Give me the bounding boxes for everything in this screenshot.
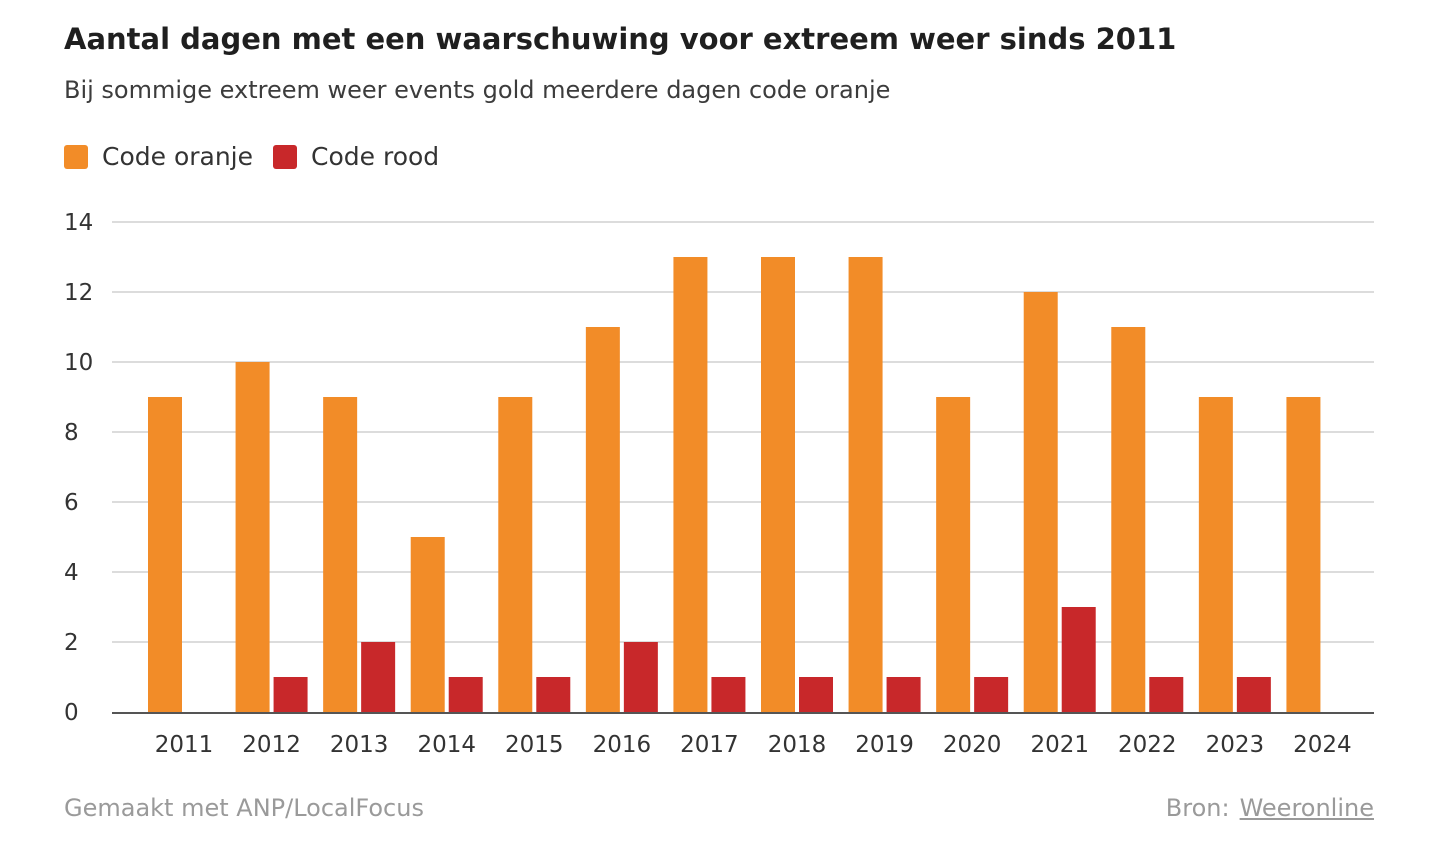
chart-subtitle: Bij sommige extreem weer events gold mee… <box>64 76 891 104</box>
footer-source: Bron: Weeronline <box>1166 794 1374 822</box>
bar-code-oranje-2024[interactable] <box>1286 397 1321 712</box>
y-tick-label: 0 <box>64 700 79 726</box>
bar-code-rood-2021[interactable] <box>1061 607 1096 712</box>
x-tick-label: 2014 <box>417 732 476 758</box>
bar-code-rood-2014[interactable] <box>448 677 483 712</box>
bar-code-oranje-2019[interactable] <box>848 257 883 712</box>
bar-code-rood-2022[interactable] <box>1149 677 1184 712</box>
y-tick-label: 2 <box>64 630 79 656</box>
footer-source-label: Bron: <box>1165 794 1230 822</box>
x-axis-labels: 2011 2012 2013 2014 2015 2016 2017 2018 2019 2020… <box>155 732 1352 758</box>
bar-code-oranje-2012[interactable] <box>235 362 270 712</box>
x-tick-label: 2016 <box>593 732 652 758</box>
legend-swatch-code-rood <box>273 144 298 169</box>
bar-code-rood-2023[interactable] <box>1236 677 1271 712</box>
x-tick-label: 2019 <box>855 732 914 758</box>
bar-code-oranje-2020[interactable] <box>936 397 971 712</box>
bar-code-rood-2012[interactable] <box>273 677 308 712</box>
bar-code-oranje-2017[interactable] <box>673 257 708 712</box>
footer-credit: Gemaakt met ANP/LocalFocus <box>64 794 424 822</box>
legend-item-code-oranje[interactable]: Code oranje <box>64 142 253 171</box>
x-tick-label: 2020 <box>943 732 1002 758</box>
x-tick-label: 2017 <box>680 732 739 758</box>
bar-code-oranje-2013[interactable] <box>323 397 358 712</box>
bar-code-oranje-2023[interactable] <box>1198 397 1233 712</box>
legend-label-code-oranje: Code oranje <box>102 142 254 171</box>
chart-gridlines <box>112 221 1374 643</box>
bar-code-rood-2015[interactable] <box>536 677 571 712</box>
y-tick-label: 6 <box>64 490 79 516</box>
bar-code-oranje-2011[interactable] <box>148 397 182 712</box>
bar-code-oranje-2014[interactable] <box>410 537 445 712</box>
x-tick-label: 2015 <box>505 732 564 758</box>
bar-code-oranje-2015[interactable] <box>498 397 533 712</box>
x-tick-label: 2018 <box>768 732 827 758</box>
bar-code-oranje-2018[interactable] <box>761 257 795 712</box>
x-tick-label: 2022 <box>1118 732 1177 758</box>
x-tick-label: 2021 <box>1030 732 1089 758</box>
legend-item-code-rood[interactable]: Code rood <box>273 142 439 171</box>
bar-code-oranje-2016[interactable] <box>585 327 620 712</box>
y-axis-labels: 0 2 4 6 8 10 12 14 <box>64 210 93 726</box>
y-tick-label: 10 <box>64 350 93 376</box>
legend-swatch-code-oranje <box>64 144 88 169</box>
bar-code-oranje-2021[interactable] <box>1023 292 1058 712</box>
x-tick-label: 2011 <box>155 732 214 758</box>
bar-code-rood-2019[interactable] <box>886 677 921 712</box>
x-tick-label: 2013 <box>330 732 389 758</box>
chart-title: Aantal dagen met een waarschuwing voor e… <box>64 22 1177 56</box>
legend: Code oranje Code rood <box>64 142 459 171</box>
footer-source-link[interactable]: Weeronline <box>1239 794 1374 822</box>
legend-label-code-rood: Code rood <box>311 142 440 171</box>
bar-code-rood-2016[interactable] <box>623 642 658 712</box>
bar-code-rood-2013[interactable] <box>361 642 396 712</box>
x-tick-label: 2012 <box>242 732 301 758</box>
bar-code-rood-2020[interactable] <box>974 677 1009 712</box>
x-tick-label: 2024 <box>1293 732 1352 758</box>
x-tick-label: 2023 <box>1206 732 1265 758</box>
y-tick-label: 8 <box>64 420 79 446</box>
bar-code-oranje-2022[interactable] <box>1111 327 1146 712</box>
bar-code-rood-2018[interactable] <box>799 677 833 712</box>
chart-bars <box>148 257 1321 712</box>
y-tick-label: 4 <box>64 560 79 586</box>
y-tick-label: 14 <box>64 210 93 236</box>
y-tick-label: 12 <box>64 280 93 306</box>
bar-code-rood-2017[interactable] <box>711 677 746 712</box>
